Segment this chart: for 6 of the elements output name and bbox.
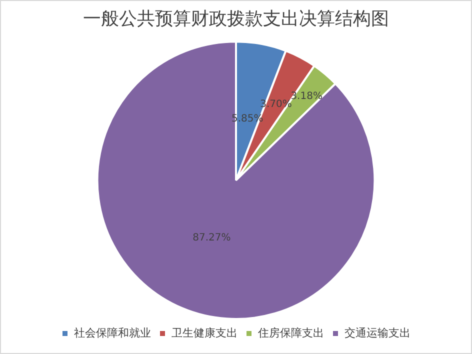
legend-label: 住房保障支出 (258, 326, 324, 340)
legend-label: 交通运输支出 (344, 326, 410, 340)
legend-label: 卫生健康支出 (172, 326, 238, 340)
chart-title: 一般公共预算财政拨款支出决算结构图 (83, 8, 389, 30)
legend-label: 社会保障和就业 (74, 326, 151, 340)
data-label: 87.27% (192, 232, 231, 244)
